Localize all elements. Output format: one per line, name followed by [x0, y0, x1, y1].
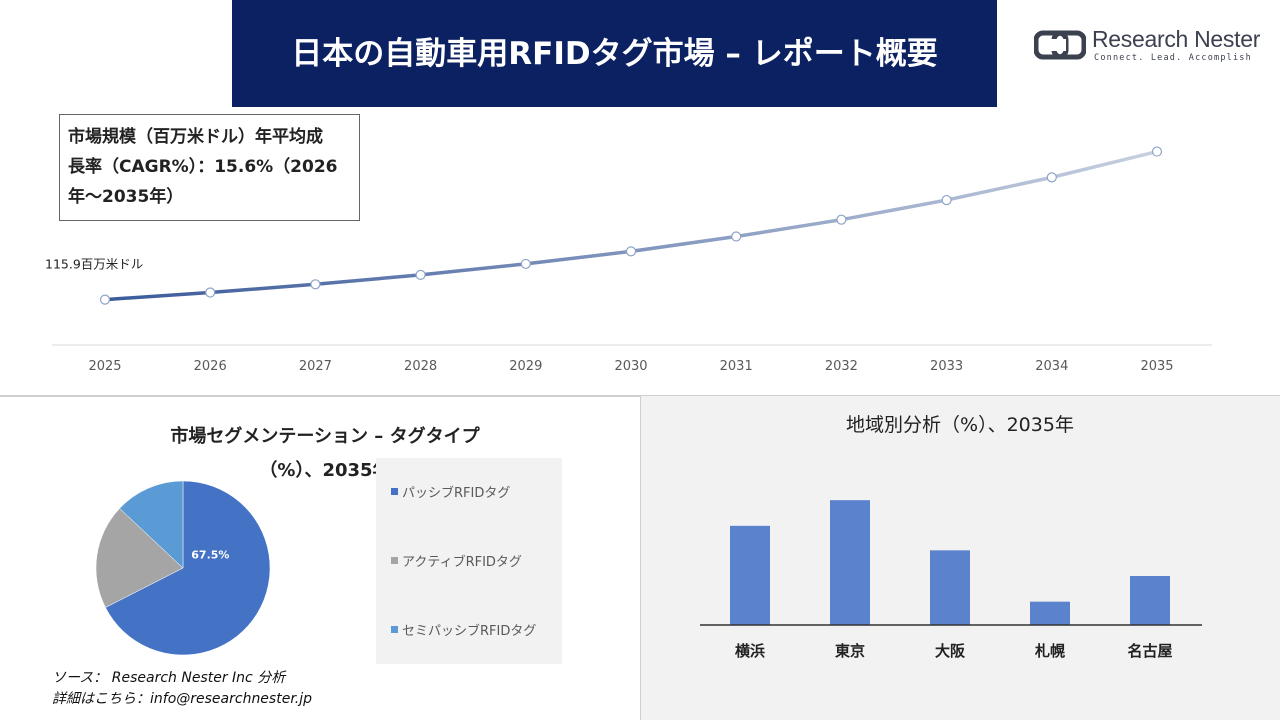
- data-point-2033: [941, 194, 952, 206]
- pie-legend: [376, 458, 562, 664]
- legend-swatch: [391, 557, 398, 564]
- pie-slice-1: [105, 480, 271, 656]
- logo-tagline: Connect. Lead. Accomplish: [1094, 53, 1252, 63]
- horizontal-divider: [0, 395, 1280, 397]
- data-point-2035: [1151, 146, 1163, 157]
- data-point-2029: [520, 258, 531, 270]
- market-size-line-chart: 2025 2026 2027 2028 2029 2030 2031 2032 2033 2034…: [45, 146, 1212, 374]
- research-nester-logo: Research Nester Connect. Lead. Accomplis…: [1034, 26, 1260, 66]
- page-title: 日本の自動車用RFIDタグ市場 – レポート概要: [232, 0, 997, 107]
- x-tick-label: 2035: [1140, 359, 1173, 374]
- bar-category-label: 大阪: [935, 642, 966, 660]
- data-point-2025: [99, 294, 111, 305]
- x-tick-label: 2029: [509, 359, 542, 374]
- data-point-2028: [415, 269, 426, 280]
- legend-label: セミパッシブRFIDタグ: [402, 624, 537, 639]
- cagr-line-3: 年～2035年）: [68, 187, 184, 207]
- legend-label: アクティブRFIDタグ: [402, 555, 522, 570]
- data-point-2027: [310, 279, 321, 290]
- bar-category-label: 東京: [835, 642, 865, 660]
- bar-大阪: [930, 550, 970, 625]
- segment-title: 市場セグメンテーション – タグタイプ （%）、2035年: [120, 420, 530, 488]
- bar-横浜: [730, 525, 770, 625]
- x-tick-label: 2031: [720, 359, 753, 374]
- source-line: ソース： Research Nester Inc 分析: [52, 670, 286, 686]
- source-note: ソース： Research Nester Inc 分析 詳細はこちら：info@…: [52, 668, 312, 710]
- logo-name: Research Nester: [1092, 26, 1261, 52]
- research-nester-logo-icon: [1034, 30, 1086, 60]
- start-value-label: 115.9百万米ドル: [45, 257, 143, 272]
- details-line: 詳細はこちら：info@researchnester.jp: [52, 691, 313, 707]
- segment-title-line-1: 市場セグメンテーション – タグタイプ: [170, 426, 480, 447]
- data-point-2026: [205, 287, 216, 298]
- bar-名古屋: [1130, 576, 1170, 625]
- x-tick-label: 2025: [88, 359, 121, 374]
- bar-category-label: 札幌: [1034, 642, 1065, 660]
- data-point-2030: [625, 246, 637, 257]
- legend-label: パッシブRFIDタグ: [402, 486, 511, 501]
- bar-東京: [830, 500, 870, 625]
- region-title: 地域別分析（%）、2035年: [846, 414, 1074, 436]
- legend-swatch: [391, 626, 398, 633]
- tag-type-pie-chart: 67.5%: [95, 480, 271, 656]
- x-tick-label: 2032: [825, 359, 858, 374]
- segment-title-line-2: （%）、2035年: [259, 460, 391, 481]
- legend-item: セミパッシブRFIDタグ: [391, 620, 536, 639]
- legend-swatch: [391, 488, 398, 495]
- x-tick-label: 2027: [299, 359, 332, 374]
- pie-slice-3: [119, 480, 184, 569]
- data-point-2032: [836, 214, 847, 225]
- x-tick-label: 2034: [1035, 359, 1068, 374]
- cagr-box: 市場規模（百万米ドル）年平均成 長率（CAGR%）：15.6%（2026 年～2…: [59, 114, 360, 221]
- pie-data-label: 67.5%: [191, 548, 229, 561]
- legend-item: アクティブRFIDタグ: [391, 551, 522, 570]
- bar-category-label: 横浜: [735, 642, 765, 660]
- x-tick-label: 2030: [614, 359, 647, 374]
- pie-slice-2: [95, 508, 184, 608]
- regional-bar-chart: 横浜 東京 大阪 札幌 名古屋: [700, 500, 1202, 660]
- data-point-2034: [1046, 172, 1057, 183]
- cagr-line-1: 市場規模（百万米ドル）年平均成: [68, 127, 323, 147]
- x-tick-label: 2026: [194, 359, 227, 374]
- bar-category-label: 名古屋: [1127, 642, 1172, 660]
- cagr-line-2: 長率（CAGR%）：15.6%（2026: [68, 157, 338, 177]
- data-point-2031: [731, 231, 742, 242]
- x-tick-label: 2033: [930, 359, 963, 374]
- bar-札幌: [1030, 601, 1070, 625]
- x-tick-label: 2028: [404, 359, 437, 374]
- legend-item: パッシブRFIDタグ: [391, 482, 510, 501]
